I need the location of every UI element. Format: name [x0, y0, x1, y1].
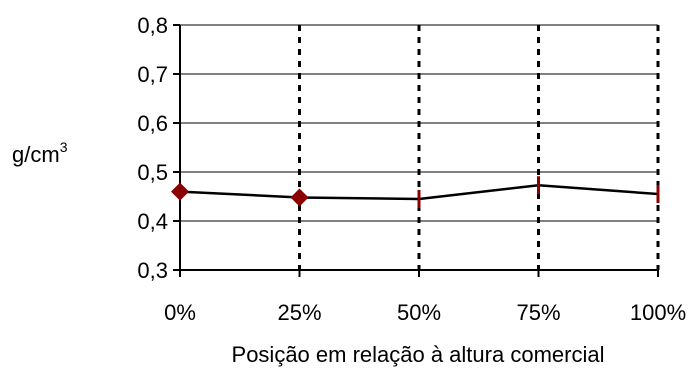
x-tick-label: 50% [397, 300, 441, 325]
x-axis-title: Posição em relação à altura comercial [232, 342, 605, 367]
axes [173, 24, 659, 277]
series-layer [171, 176, 660, 208]
y-axis-title: g/cm3 [12, 139, 68, 167]
x-tick-label: 100% [630, 300, 686, 325]
y-tick-label: 0,6 [137, 111, 168, 136]
y-tick-label: 0,8 [137, 13, 168, 38]
data-point-marker [290, 188, 309, 207]
y-axis-title-superscript: 3 [60, 139, 68, 155]
y-tick-label: 0,3 [137, 258, 168, 283]
y-tick-label: 0,4 [137, 209, 168, 234]
x-tick-label: 75% [516, 300, 560, 325]
x-tick-label: 25% [277, 300, 321, 325]
y-tick-label: 0,7 [137, 62, 168, 87]
y-tick-label: 0,5 [137, 160, 168, 185]
tick-labels: 0,3 0,4 0,5 0,6 0,7 0,8 0% 25% 50% 75% 100% [137, 13, 686, 325]
data-point-marker [171, 182, 189, 201]
gridlines [180, 24, 660, 271]
x-tick-label: 0% [164, 300, 196, 325]
